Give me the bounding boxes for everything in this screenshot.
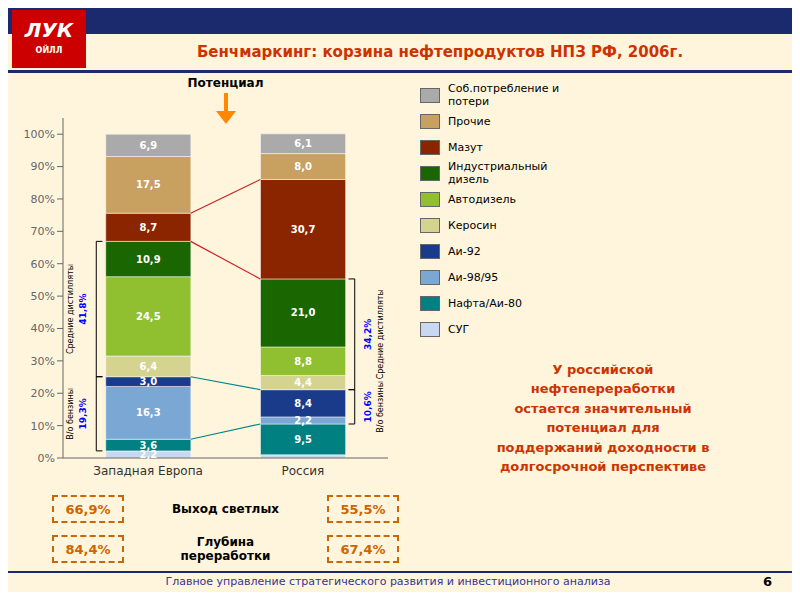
- html-text:Автодизель: Автодизель: [448, 192, 516, 206]
- svg-text:6,4: 6,4: [139, 361, 157, 372]
- svg-text:Средние дистилляты: Средние дистилляты: [376, 289, 385, 379]
- svg-text:Россия: Россия: [281, 464, 324, 478]
- html-text:ОЙЛЛ: ОЙЛЛ: [35, 46, 63, 55]
- svg-text:10%: 10%: [31, 420, 55, 433]
- svg-text:34,2%: 34,2%: [363, 319, 373, 350]
- html-text:6: 6: [763, 574, 772, 589]
- html-text:Прочие: Прочие: [448, 114, 491, 128]
- svg-text:19,3%: 19,3%: [78, 398, 88, 429]
- html-text:Мазут: Мазут: [448, 140, 483, 154]
- html-text:Бенчмаркинг: корзина нефтепрод: Бенчмаркинг: корзина нефтепродуктов НПЗ …: [196, 43, 684, 61]
- html-text:Глубина переработки: Глубина переработки: [180, 534, 271, 563]
- svg-text:30,7: 30,7: [291, 224, 316, 235]
- html-text:Потенциал: Потенциал: [187, 76, 264, 90]
- svg-text:10,6%: 10,6%: [363, 391, 373, 422]
- svg-text:10,9: 10,9: [136, 254, 161, 265]
- svg-text:50%: 50%: [31, 290, 55, 303]
- svg-text:В/о бензины: В/о бензины: [66, 388, 75, 440]
- svg-text:2,2: 2,2: [139, 449, 157, 460]
- svg-text:20%: 20%: [31, 387, 55, 400]
- svg-text:6,9: 6,9: [139, 140, 157, 151]
- svg-text:70%: 70%: [31, 225, 55, 238]
- svg-text:Западная Европа: Западная Европа: [93, 464, 203, 478]
- html-text:Выход светлых: Выход светлых: [172, 501, 279, 516]
- svg-text:40%: 40%: [31, 322, 55, 335]
- svg-text:21,0: 21,0: [291, 307, 316, 318]
- html-text:Нафта/Аи-80: Нафта/Аи-80: [448, 296, 522, 310]
- html-text:55,5%: 55,5%: [340, 501, 386, 517]
- svg-text:0%: 0%: [38, 452, 55, 465]
- svg-text:80%: 80%: [31, 193, 55, 206]
- svg-text:30%: 30%: [31, 355, 55, 368]
- svg-text:3,0: 3,0: [139, 376, 157, 387]
- svg-text:3,6: 3,6: [139, 440, 157, 451]
- svg-text:6,1: 6,1: [294, 138, 312, 149]
- svg-text:8,7: 8,7: [139, 222, 157, 233]
- svg-text:24,5: 24,5: [136, 311, 161, 322]
- svg-text:В/о бензины: В/о бензины: [376, 381, 385, 433]
- svg-text:100%: 100%: [24, 128, 55, 141]
- html-text:Индустриальный дизель: Индустриальный дизель: [448, 160, 548, 186]
- html-text:СУГ: СУГ: [448, 322, 470, 336]
- svg-text:9,5: 9,5: [294, 434, 312, 445]
- html-text:Соб.потребление и потери: Соб.потребление и потери: [448, 82, 560, 108]
- html-text:66,9%: 66,9%: [65, 501, 111, 517]
- html-text:Аи-92: Аи-92: [448, 244, 481, 258]
- html-text:Главное управление стратегичес: Главное управление стратегического разви…: [165, 575, 611, 588]
- svg-text:8,0: 8,0: [294, 161, 312, 172]
- svg-text:60%: 60%: [31, 258, 55, 271]
- svg-text:8,4: 8,4: [294, 398, 312, 409]
- html-text:Керосин: Керосин: [448, 218, 497, 232]
- html-text:У российской нефтепереработки: У российской нефтепереработки остается з…: [496, 361, 710, 474]
- svg-text:90%: 90%: [31, 160, 55, 173]
- svg-text:2,2: 2,2: [294, 415, 312, 426]
- html-text:ЛУК: ЛУК: [24, 18, 74, 42]
- html-text:84,4%: 84,4%: [65, 541, 111, 557]
- svg-text:Средние дистилляты: Средние дистилляты: [66, 264, 75, 354]
- svg-text:8,8: 8,8: [294, 356, 312, 367]
- svg-text:41,8%: 41,8%: [78, 293, 88, 324]
- svg-text:4,4: 4,4: [294, 377, 312, 388]
- svg-text:16,3: 16,3: [136, 407, 161, 418]
- svg-text:17,5: 17,5: [136, 179, 161, 190]
- html-text:Аи-98/95: Аи-98/95: [448, 270, 499, 284]
- html-text:67,4%: 67,4%: [340, 541, 386, 557]
